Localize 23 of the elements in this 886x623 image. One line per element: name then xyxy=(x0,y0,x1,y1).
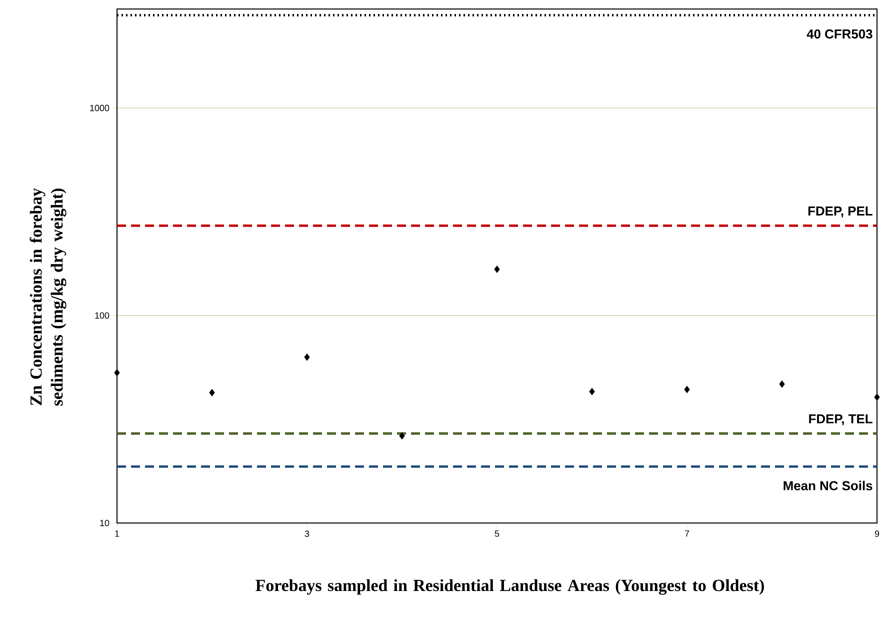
point xyxy=(684,386,690,394)
x-tick-label: 3 xyxy=(304,530,310,537)
point xyxy=(209,388,215,396)
ref-line-label: Mean NC Soils xyxy=(784,480,872,490)
y-tick-label: 100 xyxy=(95,312,110,319)
point xyxy=(494,266,500,273)
point xyxy=(589,388,595,396)
point xyxy=(304,353,310,361)
x-tick-label: 1 xyxy=(115,530,120,537)
point xyxy=(874,393,880,401)
x-tick-label: 7 xyxy=(684,530,690,537)
x-tick-label: 9 xyxy=(874,530,880,537)
ref-line-label: 40 CFR503 xyxy=(806,29,872,39)
ref-line-label: FDEP, PEL xyxy=(808,206,872,218)
x-tick-label: 5 xyxy=(494,530,500,537)
point xyxy=(114,369,120,376)
x-axis-title: Forebays sampled in Residential Landuse Areas (Youngest to Oldest) xyxy=(256,579,764,595)
y-tick-label: 1000 xyxy=(90,104,110,112)
y-axis-title: Zn Concentrations in forebay sediments (mg/kg dry weight) xyxy=(30,188,66,406)
point xyxy=(399,432,405,440)
ref-line-label: FDEP, TEL xyxy=(809,414,872,426)
y-tick-label: 10 xyxy=(100,520,110,526)
point xyxy=(779,380,785,388)
